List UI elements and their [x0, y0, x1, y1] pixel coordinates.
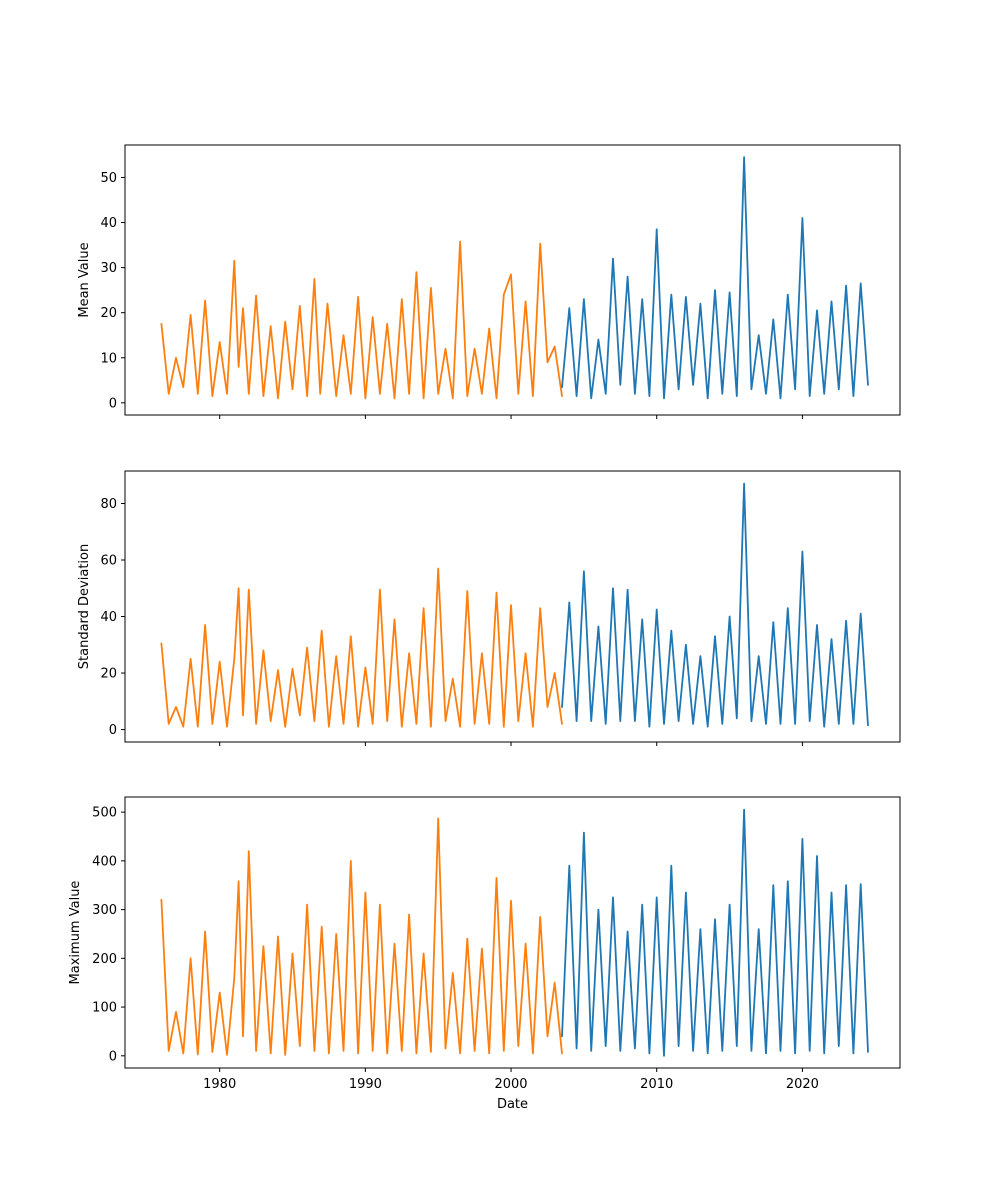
series-line-1	[160, 567, 563, 728]
y-tick-label: 40	[100, 216, 117, 231]
axes-frame	[124, 144, 901, 416]
y-tick-label: 500	[92, 806, 117, 821]
y-tick-label: 30	[100, 261, 117, 276]
y-tick-label: 400	[92, 854, 117, 869]
series-line-1	[160, 240, 563, 400]
y-tick-label: 20	[100, 306, 117, 321]
series-line-1	[160, 817, 563, 1056]
y-tick-label: 20	[100, 667, 117, 682]
y-tick-label: 10	[100, 351, 117, 366]
y-tick-label: 200	[92, 952, 117, 967]
subplot-3: 0 100 200 300 400 500 1980 1990 2000 2010 2020 Maxi…	[68, 796, 901, 1112]
x-axis-label: Date	[497, 1097, 528, 1112]
y-axis-label: Mean Value	[77, 242, 92, 317]
x-tick-label: 1990	[349, 1077, 382, 1092]
series-line-2	[561, 482, 869, 728]
y-tick-label: 100	[92, 1001, 117, 1016]
subplot-2: 0 20 40 60 80 Standard Deviation	[77, 470, 901, 746]
y-tick-label: 40	[100, 610, 117, 625]
series-line-2	[561, 808, 869, 1057]
x-tick-label: 1980	[203, 1077, 236, 1092]
y-axis-label: Maximum Value	[68, 881, 83, 985]
y-axis-label: Standard Deviation	[77, 544, 92, 669]
y-tick-label: 80	[100, 497, 117, 512]
y-tick-label: 60	[100, 554, 117, 569]
y-tick-label: 0	[109, 1049, 117, 1064]
y-tick-label: 0	[109, 396, 117, 411]
y-tick-label: 0	[109, 723, 117, 738]
x-tick-label: 2000	[494, 1077, 527, 1092]
subplot-1: 0 10 20 30 40 50 Mean Value	[77, 144, 901, 419]
series-line-2	[561, 156, 869, 400]
axes-frame	[124, 470, 901, 743]
x-tick-label: 2010	[640, 1077, 673, 1092]
x-tick-label: 2020	[786, 1077, 819, 1092]
y-tick-label: 50	[100, 171, 117, 186]
axes-frame	[124, 796, 901, 1069]
y-tick-label: 300	[92, 903, 117, 918]
